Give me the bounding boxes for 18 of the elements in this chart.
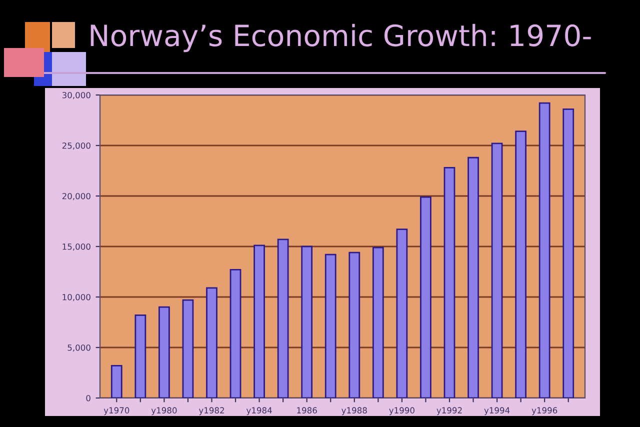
y-tick-label: 25,000 <box>62 142 90 150</box>
x-tick-label: y1988 <box>342 407 367 416</box>
y-tick-label: 20,000 <box>62 192 90 200</box>
x-tick-label: y1982 <box>198 407 224 416</box>
y-tick-label: 10,000 <box>62 294 90 302</box>
x-tick-label: y1970 <box>104 407 130 416</box>
y-tick-label: 0 <box>86 394 90 402</box>
x-tick-label: y1992 <box>436 407 462 416</box>
x-tick-label: 1986 <box>297 407 317 414</box>
x-tick-label: y1994 <box>484 407 510 416</box>
y-tick-label: 5,000 <box>68 344 90 352</box>
x-tick-label: y1996 <box>532 407 558 416</box>
chart-title: Norway’s Economic Growth: 1970- <box>90 24 591 52</box>
x-tick-label: y1980 <box>151 407 177 416</box>
y-tick-label: 30,000 <box>62 92 90 100</box>
y-tick-label: 15,000 <box>62 243 90 251</box>
x-tick-label: y1984 <box>246 407 272 416</box>
x-tick-label: y1990 <box>389 407 414 416</box>
